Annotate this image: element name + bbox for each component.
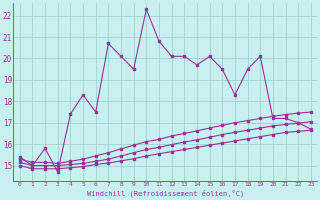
X-axis label: Windchill (Refroidissement éolien,°C): Windchill (Refroidissement éolien,°C) — [87, 190, 244, 197]
